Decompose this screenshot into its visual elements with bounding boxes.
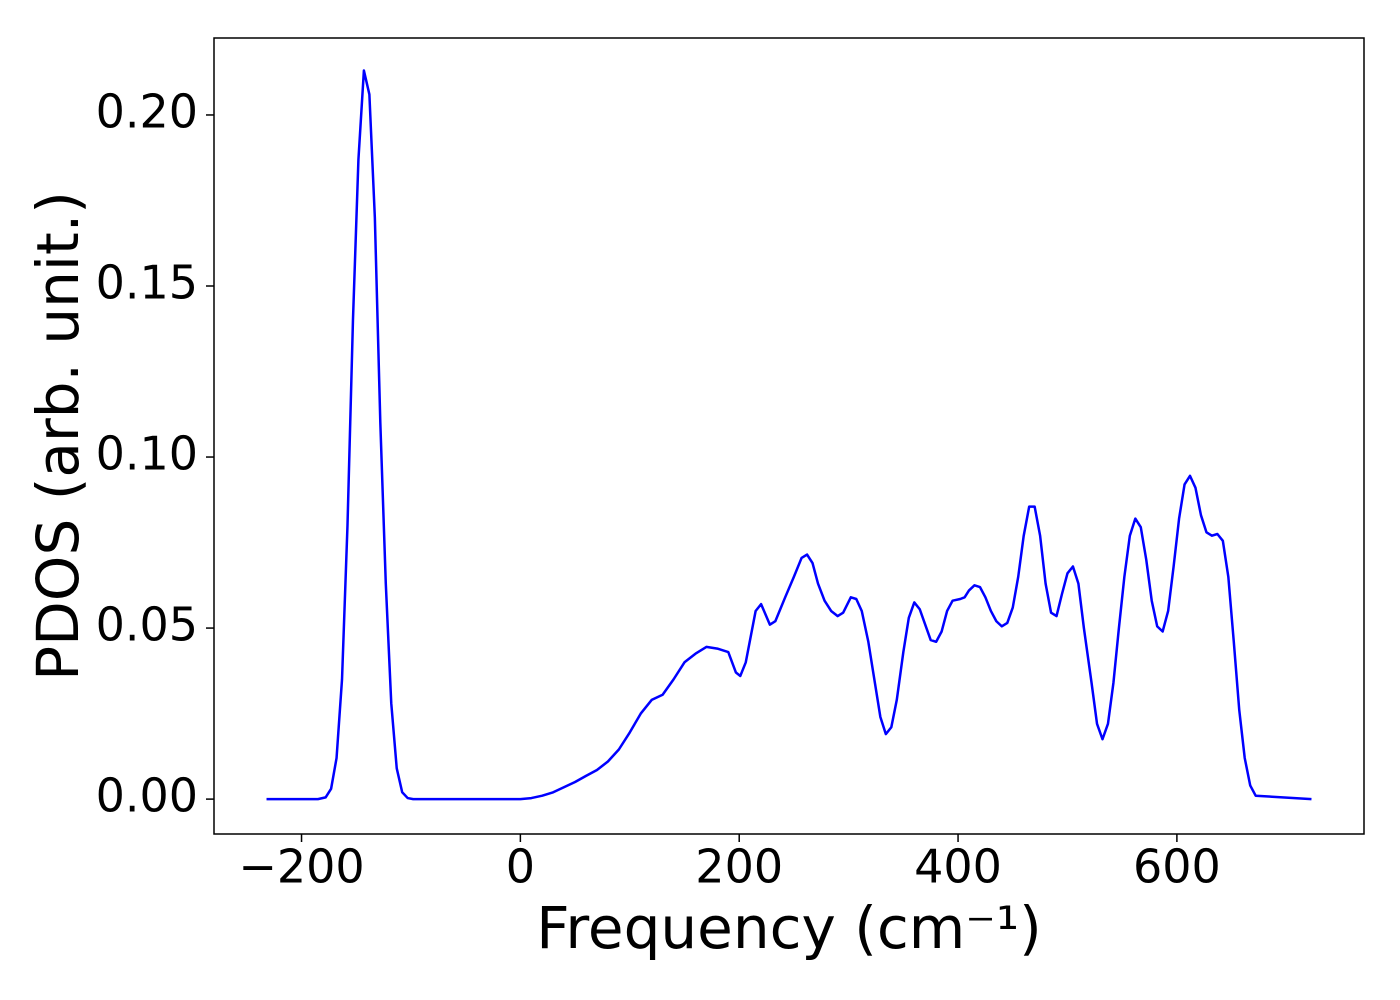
x-axis-label: Frequency (cm⁻¹) (536, 894, 1042, 962)
y-tick-label: 0.15 (96, 256, 198, 310)
data-line (266, 69, 1312, 801)
y-tick-label: 0.00 (96, 769, 198, 823)
x-tick-label: 200 (695, 840, 783, 894)
y-tick-label: 0.10 (96, 427, 198, 481)
y-tick-label: 0.05 (96, 598, 198, 652)
x-tick-label: −200 (238, 840, 364, 894)
x-tick-label: 0 (506, 840, 535, 894)
x-tick-label: 400 (914, 840, 1002, 894)
plot-frame (213, 37, 1365, 835)
y-tick-label: 0.20 (96, 84, 198, 138)
y-axis-label: PDOS (arb. unit.) (24, 191, 92, 681)
x-tick-label: 600 (1133, 840, 1221, 894)
